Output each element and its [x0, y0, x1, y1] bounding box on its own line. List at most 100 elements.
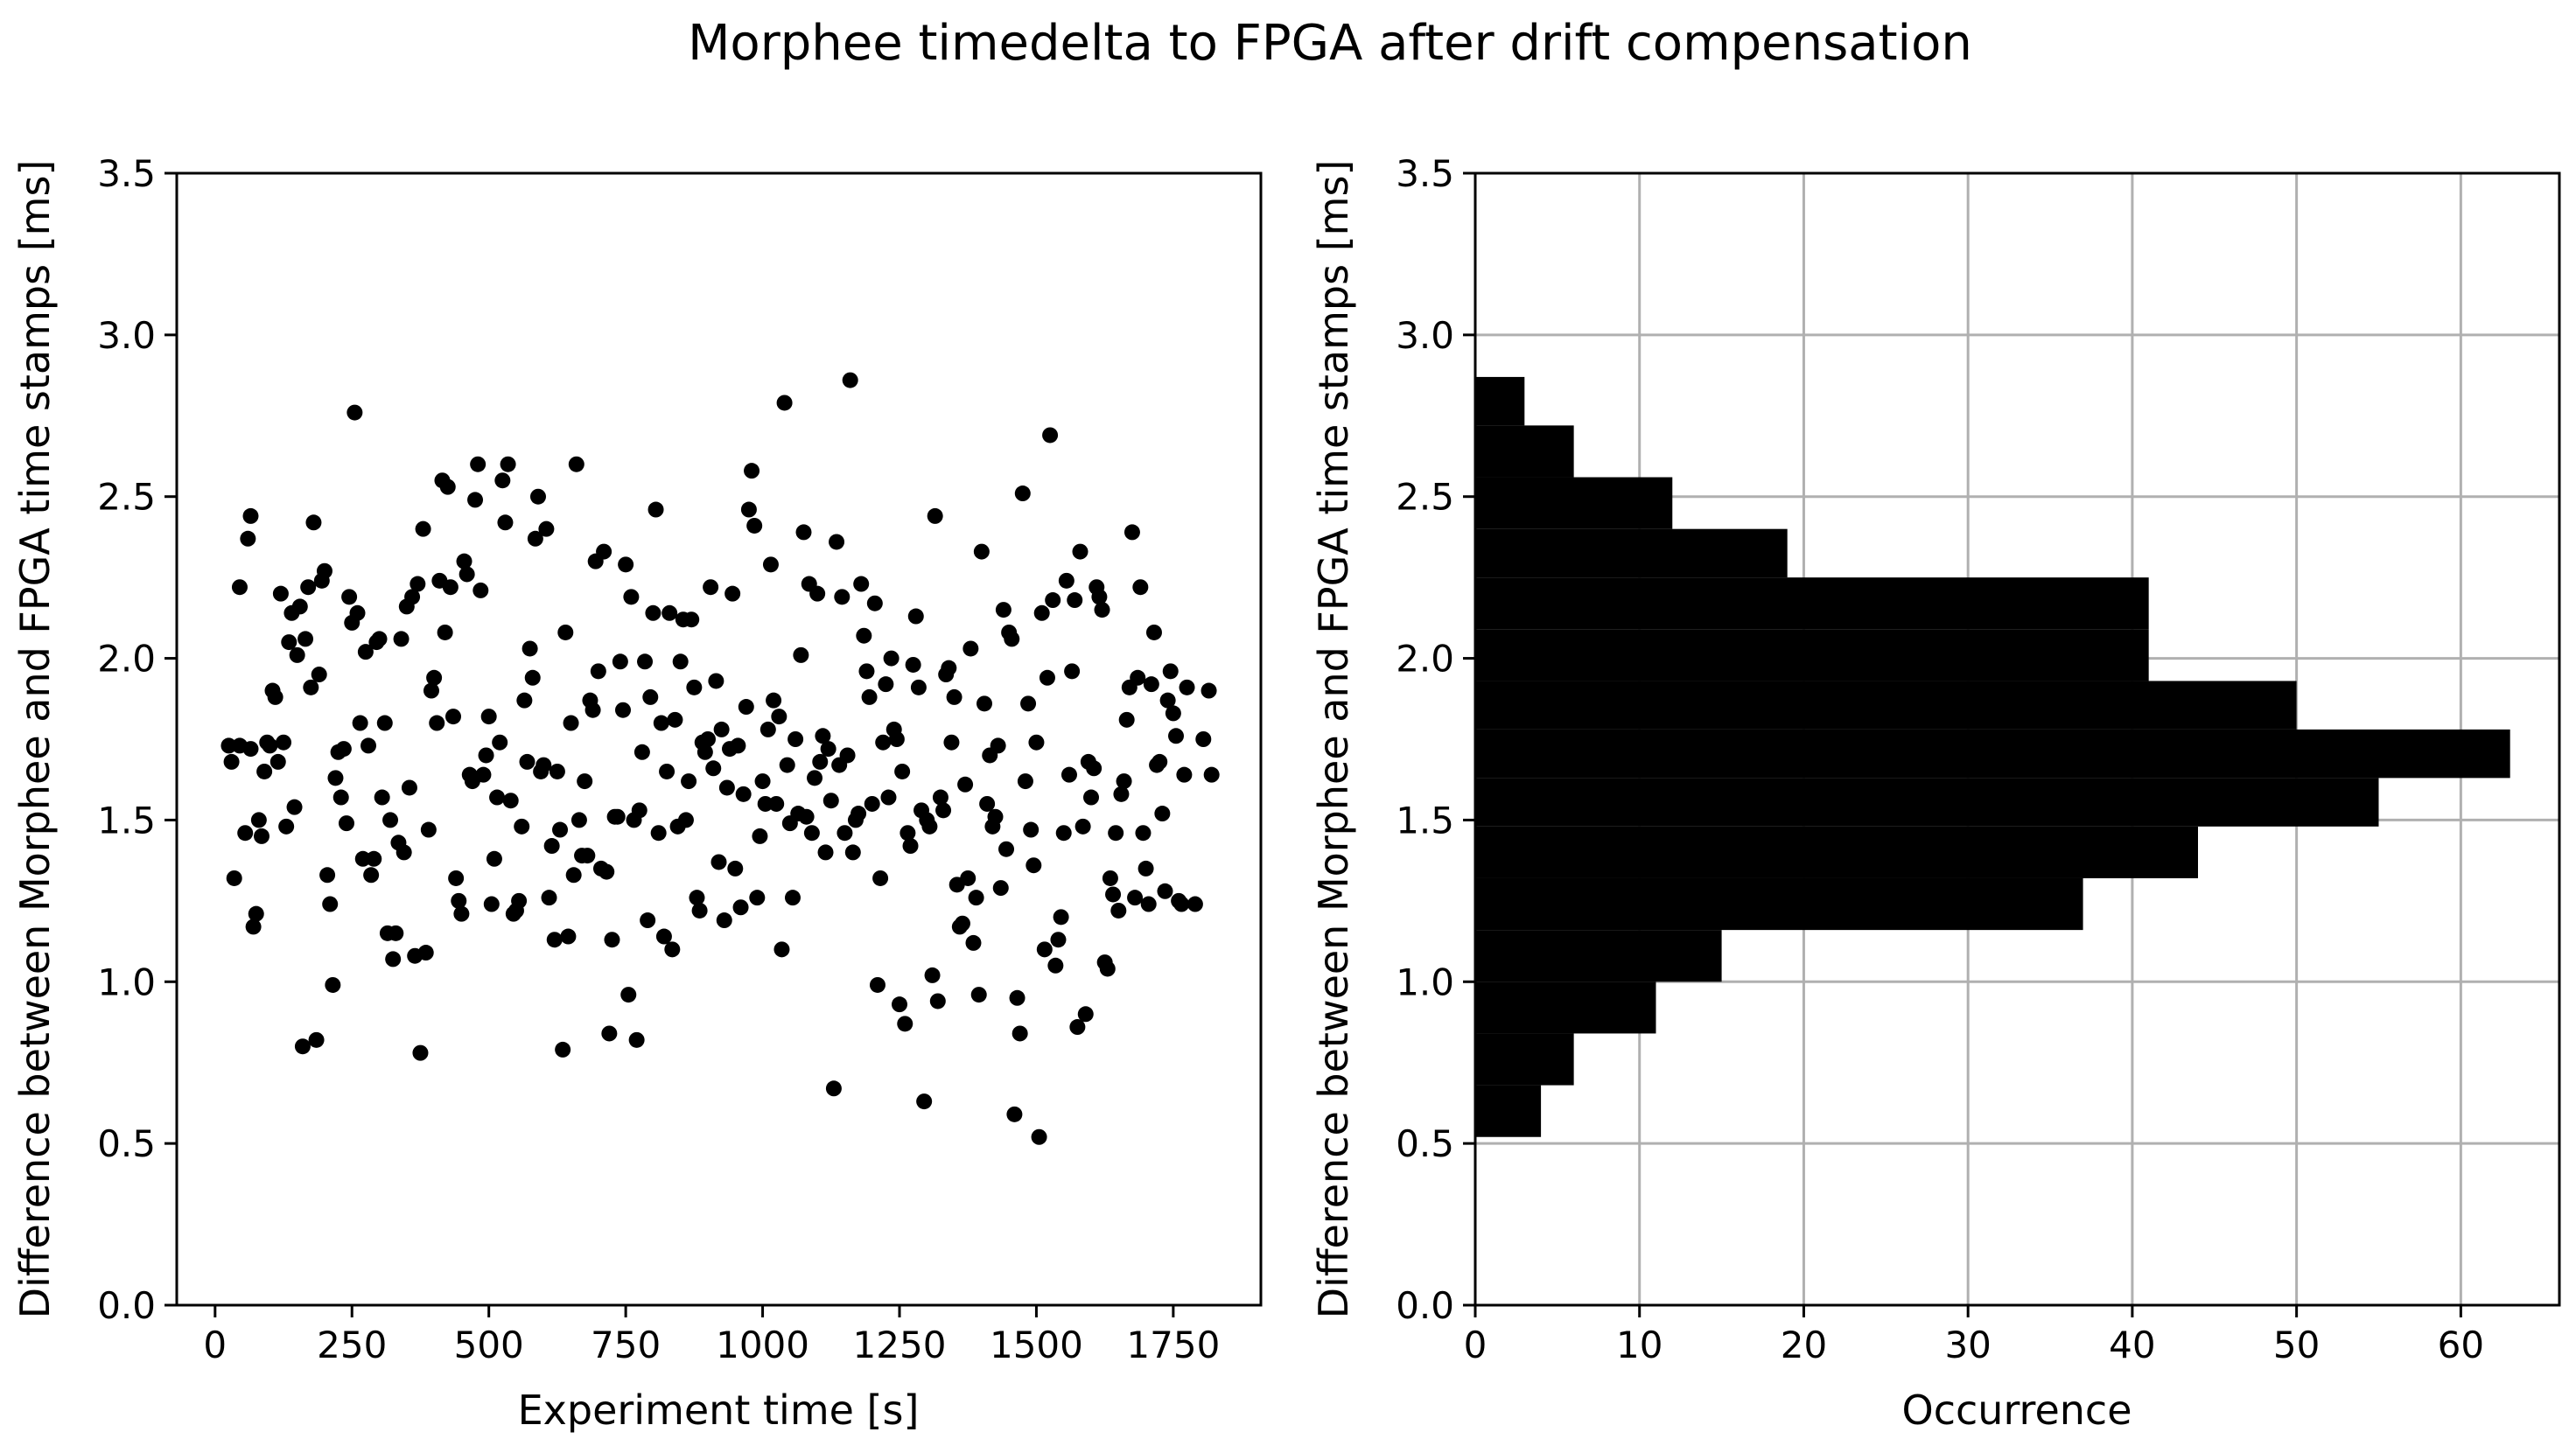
scatter-point — [357, 644, 374, 660]
scatter-points — [220, 372, 1220, 1145]
scatter-point — [270, 753, 286, 770]
scatter-point — [1152, 753, 1168, 770]
scatter-point — [760, 721, 776, 737]
scatter-point — [412, 1044, 429, 1061]
scatter-point — [927, 507, 943, 524]
scatter-point — [1086, 760, 1102, 777]
scatter-point — [1009, 989, 1026, 1006]
scatter-point — [637, 653, 654, 670]
scatter-point — [1145, 624, 1162, 640]
scatter-point — [300, 579, 317, 596]
scatter-point — [546, 932, 563, 948]
scatter-point — [584, 702, 601, 718]
scatter-point — [710, 854, 727, 870]
scatter-point — [650, 825, 667, 842]
scatter-point — [1012, 1025, 1028, 1042]
scatter-point — [809, 585, 826, 602]
histogram-bar — [1475, 778, 2379, 827]
scatter-point — [820, 741, 836, 758]
scatter-point — [497, 514, 514, 531]
histogram-y-axis-label: Difference between Morphee and FPGA time… — [1310, 160, 1357, 1319]
scatter-point — [1014, 485, 1031, 502]
scatter-point — [1028, 734, 1045, 751]
scatter-x-tick-label: 750 — [591, 1324, 661, 1366]
scatter-point — [708, 673, 724, 689]
scatter-point — [970, 987, 987, 1003]
scatter-point — [784, 890, 801, 906]
scatter-point — [522, 640, 538, 657]
scatter-point — [907, 608, 924, 625]
scatter-point — [1067, 592, 1083, 609]
scatter-point — [749, 890, 766, 906]
scatter-point — [401, 779, 417, 796]
histogram-y-tick-label: 1.5 — [1396, 799, 1454, 842]
scatter-point — [762, 556, 779, 573]
scatter-point — [543, 838, 560, 855]
scatter-point — [798, 808, 815, 825]
scatter-point — [664, 941, 681, 958]
scatter-point — [866, 595, 883, 611]
scatter-point — [385, 951, 402, 967]
scatter-point — [718, 779, 735, 796]
scatter-point — [1031, 1128, 1047, 1145]
scatter-point — [766, 692, 782, 709]
scatter-point — [957, 776, 974, 793]
scatter-point — [276, 734, 292, 751]
figure-title: Morphee timedelta to FPGA after drift co… — [688, 15, 1972, 72]
scatter-point — [1033, 604, 1050, 621]
scatter-point — [727, 860, 744, 877]
scatter-point — [374, 789, 390, 806]
scatter-point — [294, 1038, 311, 1055]
scatter-point — [795, 524, 812, 541]
histogram-x-tick-label: 50 — [2273, 1324, 2320, 1366]
scatter-point — [672, 653, 689, 670]
scatter-point — [746, 517, 763, 534]
scatter-point — [1168, 728, 1185, 744]
scatter-y-axis-label: Difference between Morphee and FPGA time… — [11, 160, 59, 1319]
scatter-point — [990, 737, 1006, 754]
scatter-point — [565, 867, 582, 884]
scatter-point — [812, 753, 829, 770]
histogram-x-axis-label: Occurrence — [1902, 1387, 2132, 1434]
scatter-point — [494, 472, 511, 489]
scatter-point — [489, 789, 506, 806]
scatter-y-tick-label: 0.5 — [97, 1122, 156, 1165]
scatter-point — [404, 589, 421, 605]
scatter-point — [779, 757, 795, 773]
scatter-point — [1118, 711, 1135, 728]
scatter-point — [892, 996, 907, 1013]
scatter-point — [590, 663, 606, 680]
scatter-point — [500, 456, 516, 472]
scatter-point — [858, 663, 875, 680]
scatter-point — [220, 737, 237, 754]
scatter-y-tick-label: 2.0 — [97, 638, 156, 681]
scatter-point — [645, 604, 662, 621]
scatter-point — [905, 656, 921, 673]
scatter-point — [371, 631, 388, 647]
scatter-point — [1053, 909, 1069, 926]
scatter-point — [850, 806, 867, 822]
scatter-point — [1006, 1106, 1023, 1122]
scatter-point — [332, 789, 349, 806]
scatter-point — [557, 624, 574, 640]
scatter-point — [1036, 941, 1053, 958]
scatter-point — [683, 611, 700, 628]
scatter-point — [346, 404, 363, 421]
histogram-bar — [1475, 577, 2149, 630]
scatter-point — [659, 763, 676, 779]
scatter-point — [1026, 857, 1042, 874]
scatter-point — [853, 576, 870, 592]
scatter-point — [1203, 766, 1220, 783]
scatter-point — [998, 841, 1015, 857]
scatter-point — [291, 598, 308, 615]
scatter-point — [223, 753, 240, 770]
scatter-x-tick-label: 1750 — [1126, 1324, 1220, 1366]
histogram-bar — [1475, 681, 2297, 730]
scatter-point — [256, 763, 273, 779]
scatter-point — [316, 562, 332, 579]
scatter-point — [272, 585, 289, 602]
histogram-bar — [1475, 981, 1656, 1034]
scatter-y-tick-label: 3.5 — [97, 152, 156, 195]
scatter-point — [699, 731, 716, 747]
histogram-y-tick-label: 2.5 — [1396, 476, 1454, 519]
